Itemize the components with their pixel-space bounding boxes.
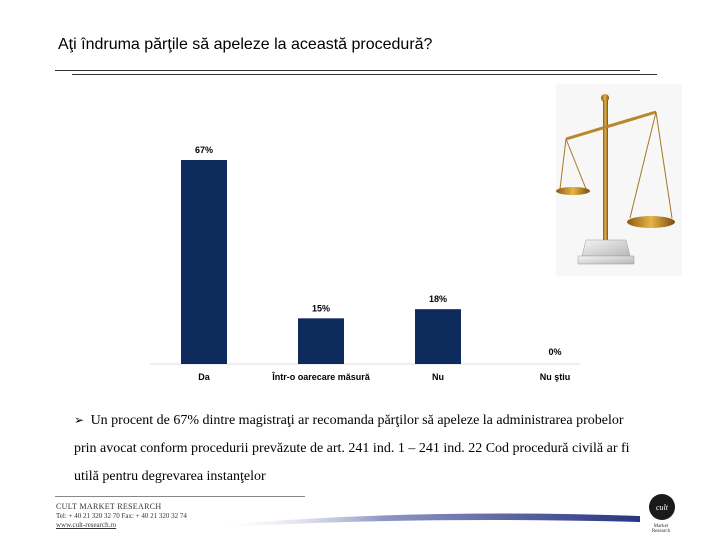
footer-phone: Tel: + 40 21 320 32 70 Fax: + 40 21 320 … xyxy=(56,512,187,520)
category-label-0: Da xyxy=(198,372,210,382)
bar-2 xyxy=(415,309,461,364)
footer-swoosh-decoration xyxy=(210,513,640,528)
footer-company: CULT MARKET RESEARCH xyxy=(56,502,162,511)
category-label-2: Nu xyxy=(432,372,444,382)
title-divider xyxy=(55,70,640,71)
logo-text: cult xyxy=(656,503,669,512)
data-label-2: 18% xyxy=(429,294,447,304)
data-label-3: 0% xyxy=(548,347,561,357)
category-label-3: Nu ştiu xyxy=(540,372,571,382)
bar-chart: 67% Da 15% Într-o oarecare măsură 18% Nu 0% Nu … xyxy=(150,145,580,382)
bar-1 xyxy=(298,318,344,364)
footer-divider xyxy=(55,496,305,497)
data-label-0: 67% xyxy=(195,145,213,155)
cult-logo-icon: cult xyxy=(649,494,675,520)
balance-scale-icon xyxy=(556,84,682,276)
slide-title: Aţi îndruma părţile să apeleze la aceast… xyxy=(58,36,433,53)
summary-text: Un procent de 67% dintre magistraţi ar r… xyxy=(74,413,630,484)
category-label-1: Într-o oarecare măsură xyxy=(271,371,371,382)
arrow-bullet-icon: ➢ xyxy=(74,413,85,427)
title-divider-secondary xyxy=(72,74,657,75)
logo-caption: Market Research xyxy=(651,524,671,534)
footer-website-link[interactable]: www.cult-research.ro xyxy=(56,521,117,529)
summary-paragraph: ➢ Un procent de 67% dintre magistraţi ar… xyxy=(74,406,649,491)
bar-0 xyxy=(181,160,227,364)
data-label-1: 15% xyxy=(312,303,330,313)
